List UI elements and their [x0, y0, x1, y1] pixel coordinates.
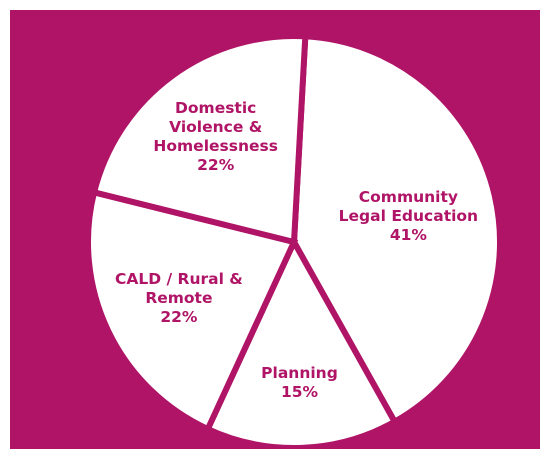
slice-percent-label: 41% [390, 226, 428, 244]
slice-name-line: Legal Education [339, 207, 478, 225]
slice-label-1: Planning 15% [261, 364, 338, 401]
slice-name-line: Remote [145, 289, 212, 307]
slice-name-line: Domestic [175, 99, 256, 117]
slice-label-3: Domestic Violence & Homelessness 22% [153, 99, 278, 174]
slice-label-2: CALD / Rural & Remote 22% [115, 270, 243, 326]
slice-percent-label: 22% [160, 308, 198, 326]
slice-percent-label: 15% [281, 383, 319, 401]
slice-name-line: CALD / Rural & [115, 270, 243, 288]
pie-slice-3 [90, 33, 309, 246]
pie-slice-2 [85, 188, 299, 434]
pie-slice-0 [290, 33, 503, 426]
slice-percent-label: 22% [197, 156, 235, 174]
slice-name-line: Violence & [169, 118, 262, 136]
pie-slice-1 [203, 235, 399, 449]
slice-label-0: Community Legal Education 41% [339, 188, 478, 244]
pie-chart: Community Legal Education 41% Planning 15% CA… [10, 10, 540, 449]
slice-name-line: Community [359, 188, 458, 206]
pie-chart-svg: Community Legal Education 41% Planning 15% CA… [10, 10, 540, 449]
slice-name-line: Homelessness [153, 137, 278, 155]
slice-name-line: Planning [261, 364, 338, 382]
